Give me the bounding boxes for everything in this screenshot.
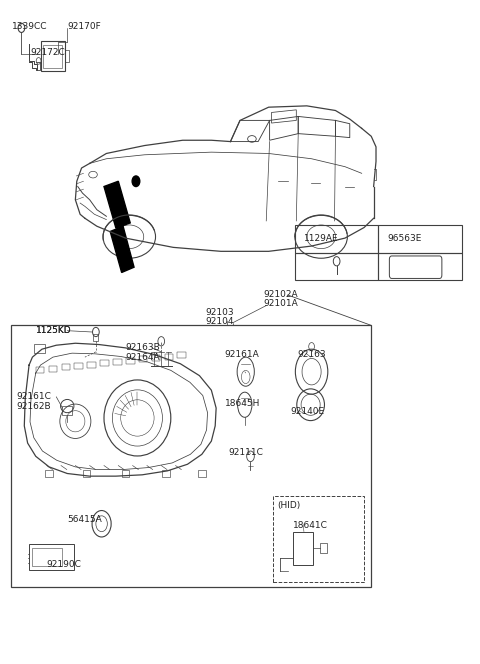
Text: 92163: 92163 [297, 350, 326, 359]
Text: 92172C: 92172C [30, 48, 65, 58]
Bar [274, 496, 364, 582]
Bar [113, 359, 121, 365]
Bar [33, 548, 62, 566]
Bar [48, 366, 57, 372]
Text: 92103: 92103 [205, 307, 234, 317]
Text: 92102A: 92102A [263, 290, 298, 299]
Bar [40, 41, 65, 71]
Bar [34, 344, 45, 353]
Bar [36, 367, 44, 373]
Text: (HID): (HID) [277, 501, 300, 510]
Bar [65, 50, 69, 62]
Text: 1125KD: 1125KD [36, 326, 72, 335]
Text: 18641C: 18641C [293, 521, 328, 530]
Bar [121, 469, 129, 477]
Bar [198, 469, 205, 477]
Bar [165, 354, 173, 360]
Bar [74, 363, 83, 369]
Text: 1129AE: 1129AE [303, 234, 338, 243]
Bar [320, 543, 327, 553]
Text: 92161C: 92161C [17, 392, 51, 401]
Text: 1125KD: 1125KD [36, 326, 72, 335]
Bar [87, 362, 96, 368]
Bar [126, 358, 134, 364]
Text: 92164A: 92164A [125, 353, 160, 362]
Bar [293, 532, 313, 565]
Text: 96563E: 96563E [387, 234, 421, 243]
Polygon shape [110, 226, 134, 272]
Text: 92163B: 92163B [125, 343, 160, 353]
Bar [62, 406, 72, 415]
Text: 56415A: 56415A [67, 515, 102, 525]
Circle shape [132, 176, 140, 187]
Bar [43, 45, 62, 68]
Text: 92111C: 92111C [228, 448, 264, 457]
Bar [178, 353, 186, 359]
Bar [152, 355, 160, 361]
Bar [378, 225, 462, 253]
Text: 92190C: 92190C [47, 560, 82, 569]
Text: 92162B: 92162B [17, 402, 51, 410]
Bar [162, 469, 170, 477]
Polygon shape [104, 181, 130, 228]
Bar [45, 469, 53, 477]
Bar [29, 544, 74, 570]
Bar [83, 469, 90, 477]
Bar [61, 365, 70, 371]
Bar [11, 325, 371, 586]
Bar [100, 361, 109, 367]
Text: 92104: 92104 [205, 317, 234, 326]
Bar [378, 253, 462, 280]
Bar [139, 357, 147, 363]
Text: 1339CC: 1339CC [12, 22, 48, 31]
Text: 18645H: 18645H [225, 399, 260, 408]
Bar [94, 334, 98, 341]
Text: 92170F: 92170F [67, 22, 101, 31]
Bar [295, 253, 378, 280]
Text: 92140E: 92140E [290, 407, 324, 416]
Text: 92161A: 92161A [225, 350, 260, 359]
Bar [295, 225, 378, 253]
Text: 92101A: 92101A [263, 299, 298, 308]
